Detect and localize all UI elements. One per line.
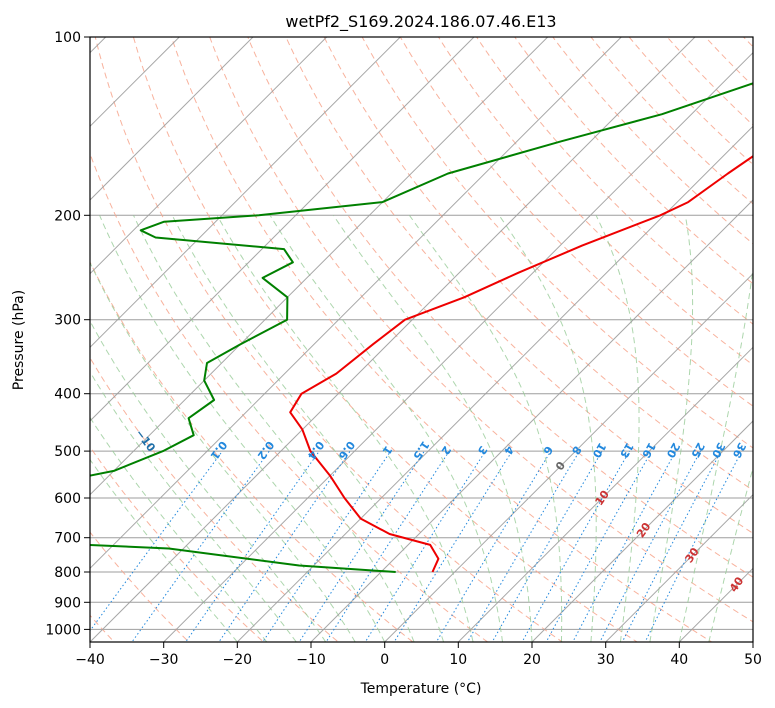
x-tick-label: 20 xyxy=(523,652,541,668)
isotherm xyxy=(384,272,753,642)
x-axis-title: Temperature (°C) xyxy=(360,681,482,697)
mixing-ratio-line xyxy=(185,450,320,642)
x-tick-label: 10 xyxy=(449,652,467,668)
dry-adiabat xyxy=(399,37,753,407)
moist-adiabat xyxy=(332,215,533,642)
mixing-ratio-line xyxy=(491,450,603,642)
plot-area: 0.10.20.40.611.52346810131620253036−100−… xyxy=(90,37,753,642)
isotherm xyxy=(90,37,401,349)
isotherm xyxy=(236,125,753,642)
isotherm xyxy=(90,37,254,201)
moist-adiabat xyxy=(678,264,753,642)
dry-adiabat xyxy=(132,37,638,642)
isotherm xyxy=(163,51,753,642)
mixing-ratio-line xyxy=(218,450,351,642)
isotherm xyxy=(605,493,753,642)
moist-adiabat xyxy=(90,370,297,642)
dewpoint-trace xyxy=(90,82,753,573)
dry-adiabat xyxy=(285,37,753,534)
isotherm xyxy=(90,37,696,642)
moist-adiabat xyxy=(216,215,474,642)
x-axis: −40 −30 −20 −10 0 10 20 30 40 50 xyxy=(75,642,762,668)
x-tick-label: 30 xyxy=(597,652,615,668)
x-tick-label: −30 xyxy=(149,652,179,668)
moist-adiabat xyxy=(408,215,563,642)
y-axis: 1000 900 800 700 600 500 400 300 200 100 xyxy=(45,30,90,638)
mixing-ratio-label: 25 xyxy=(688,440,707,460)
mixing-ratio-line xyxy=(435,450,552,642)
mixing-ratio-label: 36 xyxy=(730,440,749,460)
mixing-ratio-line xyxy=(644,450,743,642)
moist-adiabat xyxy=(269,215,503,642)
dry-adiabat xyxy=(628,37,753,166)
dry-adiabat xyxy=(552,37,753,245)
dry-adiabat xyxy=(90,260,414,642)
y-tick-label: 500 xyxy=(54,444,81,460)
dry-adiabat xyxy=(94,37,564,642)
x-tick-label: −20 xyxy=(223,652,253,668)
moist-adiabat xyxy=(133,215,415,642)
mixing-ratio-line xyxy=(262,450,392,642)
isotherm xyxy=(90,37,622,570)
dry-adiabat xyxy=(90,531,190,642)
dry-adiabat xyxy=(361,37,753,449)
y-tick-label: 1000 xyxy=(45,622,81,638)
mixing-ratio-line xyxy=(466,450,580,642)
x-tick-label: −40 xyxy=(75,652,105,668)
mixing-ratio-line xyxy=(545,450,653,642)
moist-adiabat xyxy=(99,215,386,642)
isotherm xyxy=(90,37,328,275)
dry-adiabat xyxy=(514,37,753,285)
dry-adiabat xyxy=(90,152,489,642)
isotherm xyxy=(90,37,475,422)
dry-adiabat xyxy=(247,37,753,578)
x-tick-label: 50 xyxy=(744,652,762,668)
plot-frame xyxy=(89,36,754,643)
moist-adiabat xyxy=(498,215,597,642)
isotherm xyxy=(531,420,753,642)
isotherm xyxy=(457,346,753,642)
dry-adiabat xyxy=(209,37,753,623)
isotherm xyxy=(90,37,549,496)
mixing-ratio-line xyxy=(298,450,425,642)
y-tick-label: 900 xyxy=(54,595,81,611)
temperature-trace xyxy=(289,155,753,573)
dry-adiabat xyxy=(323,37,753,491)
chart-title: wetPf2_S169.2024.186.07.46.E13 xyxy=(285,12,556,32)
moist-adiabat xyxy=(90,320,327,642)
y-tick-label: 800 xyxy=(54,565,81,581)
moist-adiabat xyxy=(649,215,694,642)
x-tick-label: 40 xyxy=(670,652,688,668)
y-tick-label: 600 xyxy=(54,491,81,507)
y-tick-label: 400 xyxy=(54,387,81,403)
moist-adiabat xyxy=(90,416,268,642)
moist-adiabat xyxy=(595,215,640,642)
y-axis-title: Pressure (hPa) xyxy=(11,290,27,390)
moist-adiabat xyxy=(90,458,238,642)
y-tick-label: 200 xyxy=(54,208,81,224)
x-tick-label: −10 xyxy=(296,652,326,668)
dry-adiabat xyxy=(170,37,713,642)
dry-adiabat xyxy=(90,356,340,642)
y-tick-label: 100 xyxy=(54,30,81,46)
moist-adiabat xyxy=(90,261,356,642)
dry-adiabat xyxy=(590,37,753,205)
isotherm xyxy=(310,199,753,642)
dry-adiabat xyxy=(437,37,753,366)
x-tick-label: 0 xyxy=(380,652,389,668)
y-tick-label: 700 xyxy=(54,531,81,547)
moist-adiabat xyxy=(171,215,445,642)
mixing-ratio-line xyxy=(325,450,450,642)
y-tick-label: 300 xyxy=(54,313,81,329)
